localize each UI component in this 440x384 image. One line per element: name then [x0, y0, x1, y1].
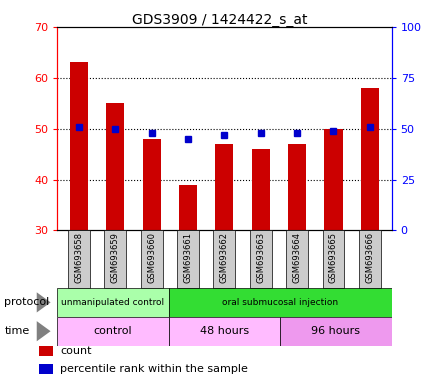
- Text: unmanipulated control: unmanipulated control: [61, 298, 165, 307]
- Bar: [288, 144, 306, 230]
- Text: percentile rank within the sample: percentile rank within the sample: [60, 364, 248, 374]
- Bar: [57, 317, 169, 346]
- FancyBboxPatch shape: [141, 230, 163, 288]
- Text: GSM693659: GSM693659: [111, 232, 120, 283]
- FancyBboxPatch shape: [250, 230, 271, 288]
- Text: GSM693662: GSM693662: [220, 232, 229, 283]
- FancyBboxPatch shape: [104, 230, 126, 288]
- FancyBboxPatch shape: [213, 230, 235, 288]
- Text: protocol: protocol: [4, 297, 50, 308]
- Bar: [106, 103, 125, 230]
- Polygon shape: [37, 321, 51, 341]
- Bar: [361, 88, 379, 230]
- Polygon shape: [37, 292, 51, 313]
- Text: control: control: [94, 326, 132, 336]
- Bar: [169, 317, 280, 346]
- Bar: [280, 317, 392, 346]
- Bar: [39, 364, 53, 374]
- Text: GSM693665: GSM693665: [329, 232, 338, 283]
- Text: GSM693660: GSM693660: [147, 232, 156, 283]
- Bar: [324, 129, 342, 230]
- Bar: [252, 149, 270, 230]
- Bar: [57, 288, 169, 317]
- FancyBboxPatch shape: [359, 230, 381, 288]
- FancyBboxPatch shape: [177, 230, 199, 288]
- Bar: [169, 288, 392, 317]
- Text: GSM693663: GSM693663: [256, 232, 265, 283]
- Text: 48 hours: 48 hours: [200, 326, 249, 336]
- Bar: [143, 139, 161, 230]
- FancyBboxPatch shape: [68, 230, 90, 288]
- FancyBboxPatch shape: [286, 230, 308, 288]
- Text: GDS3909 / 1424422_s_at: GDS3909 / 1424422_s_at: [132, 13, 308, 27]
- Bar: [179, 185, 197, 230]
- FancyBboxPatch shape: [323, 230, 345, 288]
- Text: 96 hours: 96 hours: [312, 326, 360, 336]
- Text: time: time: [4, 326, 29, 336]
- Bar: [215, 144, 234, 230]
- Text: GSM693666: GSM693666: [365, 232, 374, 283]
- Text: oral submucosal injection: oral submucosal injection: [222, 298, 338, 307]
- Bar: [39, 345, 53, 356]
- Bar: [70, 63, 88, 230]
- Text: count: count: [60, 346, 92, 356]
- Text: GSM693658: GSM693658: [74, 232, 84, 283]
- Text: GSM693664: GSM693664: [293, 232, 301, 283]
- Text: GSM693661: GSM693661: [183, 232, 193, 283]
